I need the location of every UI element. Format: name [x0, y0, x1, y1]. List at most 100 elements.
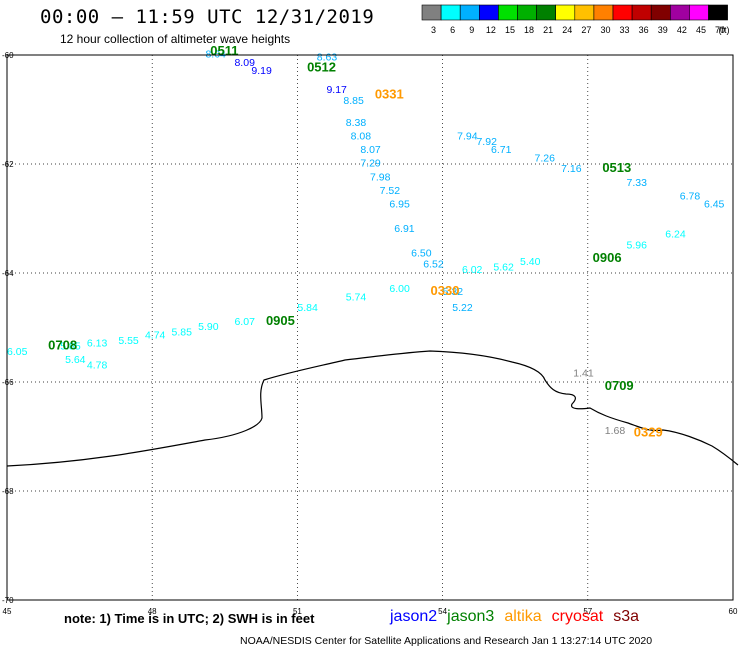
x-tick-label: 54	[438, 607, 447, 616]
wave-height-label: 6.91	[394, 223, 415, 235]
satellite-legend-item: cryosat	[551, 608, 604, 625]
scale-swatch	[536, 4, 556, 21]
satellite-legend-item: s3a	[613, 608, 640, 625]
y-tick-label: -60	[2, 51, 14, 60]
y-tick-label: -64	[2, 269, 14, 278]
wave-height-label: 7.26	[535, 152, 556, 164]
wave-height-label: 6.45	[704, 199, 725, 211]
pass-time-label: 0512	[307, 59, 336, 74]
scale-swatch	[689, 4, 709, 21]
footer-credit: NOAA/NESDIS Center for Satellite Applica…	[240, 635, 653, 647]
wave-height-label: 6.05	[7, 346, 28, 358]
satellite-legend-item: altika	[504, 608, 542, 625]
wave-height-label: 4.78	[87, 359, 108, 371]
wave-height-label: 6.24	[665, 229, 686, 241]
wave-height-label: 7.16	[561, 163, 582, 175]
scale-swatch	[421, 4, 442, 21]
scale-label: 18	[524, 25, 534, 35]
y-tick-label: -66	[2, 378, 14, 387]
scale-label: 30	[600, 25, 610, 35]
scale-swatch	[478, 4, 499, 21]
scale-label: 45	[696, 25, 706, 35]
scale-label: 6	[450, 25, 455, 35]
gridlines	[7, 55, 733, 600]
wave-height-label: 8.63	[317, 51, 338, 63]
wave-height-label: 5.96	[627, 239, 648, 251]
x-tick-label: 51	[293, 607, 302, 616]
satellite-legend: jason2 jason3 altika cryosat s3a	[390, 608, 649, 626]
y-axis-ticks: -60 -62 -64 -66 -68 -70	[2, 51, 14, 605]
scale-swatch	[708, 4, 728, 21]
scale-label: 70	[715, 25, 725, 35]
x-tick-label: 57	[583, 607, 592, 616]
y-tick-label: -62	[2, 160, 14, 169]
scale-label: 27	[581, 25, 591, 35]
scale-swatch	[650, 4, 671, 21]
scale-label: 21	[543, 25, 553, 35]
scale-label: 42	[677, 25, 687, 35]
wave-height-label: 7.98	[370, 171, 391, 183]
scale-swatch	[517, 4, 537, 21]
wave-height-label: 5.84	[297, 302, 318, 314]
scale-swatch	[498, 4, 518, 21]
wave-height-label: 6.52	[423, 259, 444, 271]
wave-height-label: 6.02	[462, 264, 483, 276]
scale-label: 12	[486, 25, 496, 35]
satellite-legend-item: jason3	[447, 608, 495, 625]
wave-height-label: 7.92	[476, 136, 497, 148]
plot-area: 8.648.099.198.639.178.858.388.088.077.29…	[6, 43, 739, 601]
pass-time-labels: 0511 0512 0331 0513 0906 0330 0905 0708 0709 0329	[48, 43, 663, 440]
map-subtitle: 12 hour collection of altimeter wave hei…	[60, 32, 291, 46]
wave-height-label: 5.64	[65, 354, 86, 366]
wave-height-label: 8.85	[343, 95, 364, 107]
scale-swatch	[440, 4, 461, 21]
wave-height-label: 6.00	[389, 283, 410, 295]
scale-swatch	[669, 4, 690, 21]
wave-height-label: 6.71	[491, 144, 512, 156]
wave-height-label: 4.74	[145, 329, 166, 341]
wave-height-label: 8.09	[234, 57, 255, 69]
pass-time-label: 0511	[210, 43, 238, 58]
wave-height-label: 7.94	[457, 130, 478, 142]
color-scale: 3 6 9 12 15 18 21 24 27 30 33 36 39 42 45 70(ft)	[421, 4, 730, 35]
wave-height-label: 5.22	[452, 302, 473, 314]
wave-height-label: 5.90	[198, 321, 219, 333]
pass-time-label: 0708	[48, 337, 77, 352]
wave-height-label: 5.85	[60, 340, 81, 352]
scale-swatch	[555, 4, 576, 21]
scale-label: 39	[658, 25, 668, 35]
scale-swatch	[459, 4, 480, 21]
wave-height-label: 5.85	[172, 327, 193, 339]
wave-height-label: 1.41	[573, 368, 594, 380]
scale-label: 9	[469, 25, 474, 35]
wave-height-label: 1.68	[605, 425, 626, 437]
wave-height-label: 9.17	[326, 84, 347, 96]
wave-height-label: 6.50	[411, 248, 432, 260]
wave-height-label: 6.07	[234, 316, 255, 328]
wave-height-label: 8.07	[360, 144, 381, 156]
scale-label: 33	[620, 25, 630, 35]
wave-height-readings: 8.648.099.198.639.178.858.388.088.077.29…	[7, 49, 725, 437]
wave-height-label: 9.19	[251, 65, 272, 77]
wave-height-label: 6.13	[87, 338, 108, 350]
scale-label: 3	[431, 25, 436, 35]
scale-swatch	[631, 4, 652, 21]
satellite-legend-item: jason2	[390, 608, 438, 625]
wave-height-label: 5.55	[118, 335, 139, 347]
wave-height-label: 5.32	[443, 286, 464, 298]
x-tick-label: 48	[148, 607, 157, 616]
scale-swatch	[574, 4, 595, 21]
pass-time-label: 0709	[605, 378, 634, 393]
antarctic-coastline	[6, 350, 739, 467]
wave-height-label: 5.74	[346, 291, 367, 303]
scale-label: 15	[505, 25, 515, 35]
wave-height-label: 7.52	[380, 185, 401, 197]
scale-unit: (ft)	[719, 25, 730, 35]
scale-swatch	[612, 4, 633, 21]
x-tick-label: 45	[3, 607, 12, 616]
plot-frame	[6, 54, 734, 601]
pass-time-label: 0906	[593, 250, 622, 265]
x-tick-label: 60	[729, 607, 738, 616]
